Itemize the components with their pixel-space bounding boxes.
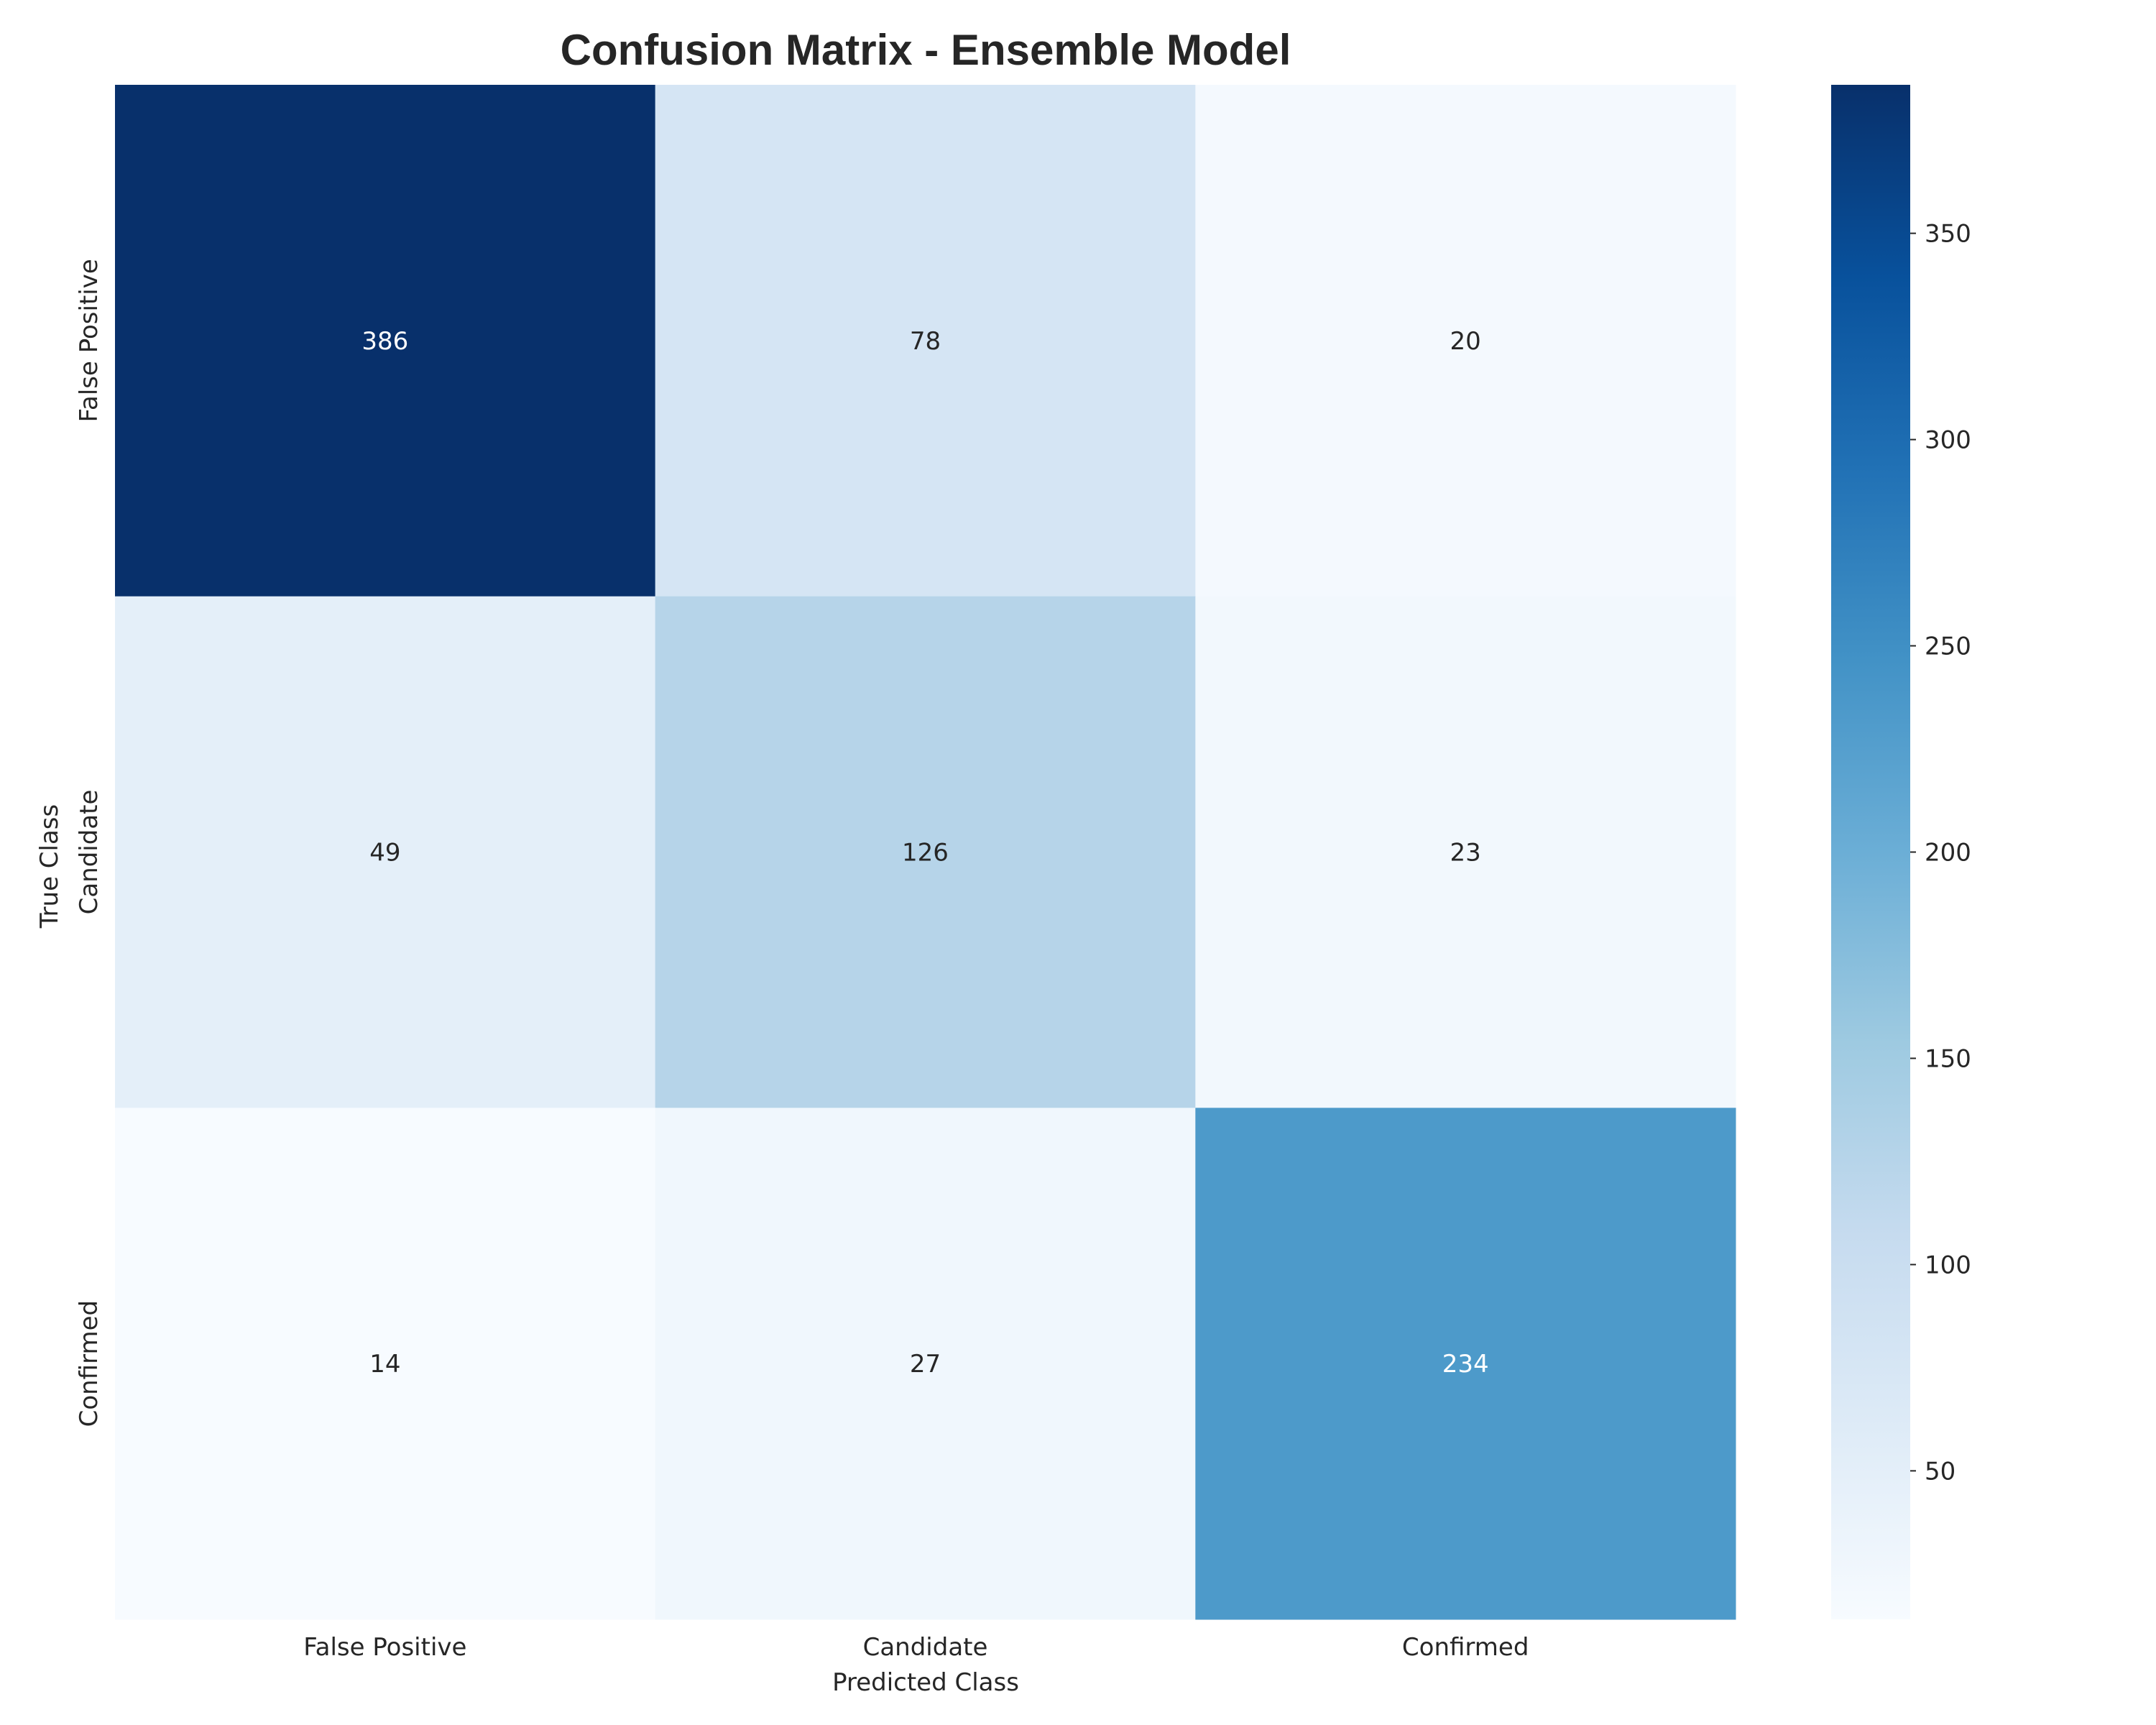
- heatmap-cell: [115, 85, 656, 597]
- cell-value-label: 49: [369, 839, 400, 868]
- x-tick-label: False Positive: [303, 1633, 466, 1662]
- cell-value-label: 20: [1450, 327, 1481, 356]
- y-tick-label: Confirmed: [75, 1300, 103, 1427]
- colorbar-tick-label: 250: [1925, 632, 1971, 661]
- colorbar-tick-label: 150: [1925, 1044, 1971, 1073]
- colorbar-tick-label: 350: [1925, 220, 1971, 249]
- heatmap-cell: [1195, 596, 1736, 1108]
- colorbar-tick-label: 100: [1925, 1251, 1971, 1279]
- cell-value-label: 78: [910, 327, 941, 356]
- cell-value-label: 386: [361, 327, 408, 356]
- colorbar: [1831, 85, 1910, 1619]
- heatmap-cell: [115, 1108, 656, 1620]
- heatmap-cell: [655, 1108, 1196, 1620]
- y-tick-label: False Positive: [75, 259, 103, 422]
- heatmap-cell: [655, 85, 1196, 597]
- heatmap-cell-labels: 386 78 20 49 126 23 14 27 234: [361, 327, 1488, 1379]
- y-tick-label: Candidate: [75, 790, 103, 915]
- heatmap-cell: [1195, 1108, 1736, 1620]
- colorbar-tick-label: 50: [1925, 1457, 1955, 1486]
- cell-value-label: 14: [369, 1350, 400, 1379]
- x-axis-label: Predicted Class: [832, 1668, 1019, 1697]
- cell-value-label: 234: [1442, 1350, 1489, 1379]
- colorbar-tick-label: 200: [1925, 839, 1971, 868]
- heatmap-cell: [1195, 85, 1736, 597]
- cell-value-label: 126: [902, 839, 949, 868]
- x-tick-label: Candidate: [863, 1633, 988, 1662]
- y-axis-label: True Class: [35, 804, 64, 929]
- colorbar-ticks: 50 100 150 200 250 300 350: [1910, 220, 1971, 1486]
- x-tick-label: Confirmed: [1402, 1633, 1529, 1662]
- heatmap-cell: [115, 596, 656, 1108]
- x-tick-labels: False Positive Candidate Confirmed: [303, 1633, 1529, 1662]
- colorbar-tick-label: 300: [1925, 426, 1971, 455]
- y-tick-labels: False Positive Candidate Confirmed: [75, 259, 103, 1427]
- cell-value-label: 23: [1450, 839, 1481, 868]
- chart-title: Confusion Matrix - Ensemble Model: [561, 26, 1291, 74]
- heatmap-cells: [115, 85, 1736, 1620]
- cell-value-label: 27: [910, 1350, 941, 1379]
- heatmap-cell: [655, 596, 1196, 1108]
